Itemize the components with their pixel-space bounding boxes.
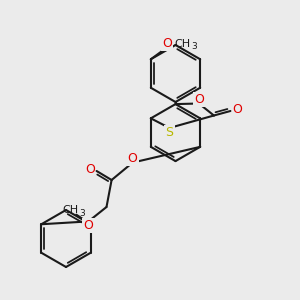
- Text: CH: CH: [63, 205, 79, 215]
- Text: O: O: [232, 103, 242, 116]
- Text: O: O: [194, 93, 204, 106]
- Text: O: O: [162, 37, 172, 50]
- Text: S: S: [165, 126, 173, 139]
- Text: 3: 3: [80, 209, 85, 218]
- Text: O: O: [128, 152, 137, 165]
- Text: 3: 3: [191, 42, 197, 51]
- Text: O: O: [85, 163, 95, 176]
- Text: O: O: [84, 219, 93, 232]
- Text: CH: CH: [174, 39, 190, 49]
